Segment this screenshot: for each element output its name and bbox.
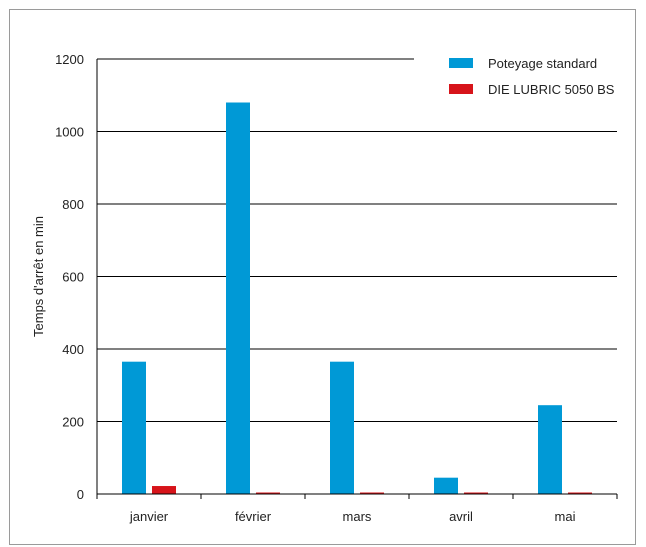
bars: [122, 102, 592, 494]
bar-standard-1: [226, 102, 250, 494]
x-tick-label-0: janvier: [129, 509, 169, 524]
y-tick-label-0: 0: [77, 487, 84, 502]
x-axis-ticks: janvier février mars avril mai: [96, 494, 618, 524]
x-tick-label-3: avril: [449, 509, 473, 524]
bar-die-lubric-1: [256, 492, 280, 494]
x-tick-label-1: février: [235, 509, 272, 524]
bar-die-lubric-3: [464, 492, 488, 494]
legend-label-0: Poteyage standard: [488, 56, 597, 71]
x-tick-label-4: mai: [555, 509, 576, 524]
y-tick-label-1200: 1200: [55, 52, 84, 67]
y-tick-label-200: 200: [62, 415, 84, 430]
legend-swatch-1: [449, 84, 473, 94]
bar-standard-2: [330, 361, 354, 494]
y-axis-ticks: 0 200 400 600 800 1000 1200: [55, 52, 84, 502]
bar-die-lubric-4: [568, 492, 592, 494]
y-axis-title: Temps d'arrêt en min: [31, 216, 46, 337]
legend-label-1: DIE LUBRIC 5050 BS: [488, 82, 615, 97]
legend: Poteyage standard DIE LUBRIC 5050 BS: [449, 56, 615, 97]
legend-swatch-0: [449, 58, 473, 68]
bar-standard-4: [538, 405, 562, 494]
y-tick-label-1000: 1000: [55, 125, 84, 140]
bar-standard-0: [122, 361, 146, 494]
x-tick-label-2: mars: [343, 509, 372, 524]
bar-die-lubric-0: [152, 486, 176, 494]
y-tick-label-400: 400: [62, 342, 84, 357]
bar-standard-3: [434, 477, 458, 494]
bar-die-lubric-2: [360, 492, 384, 494]
gridlines: [97, 58, 617, 422]
y-tick-label-600: 600: [62, 270, 84, 285]
y-tick-label-800: 800: [62, 197, 84, 212]
